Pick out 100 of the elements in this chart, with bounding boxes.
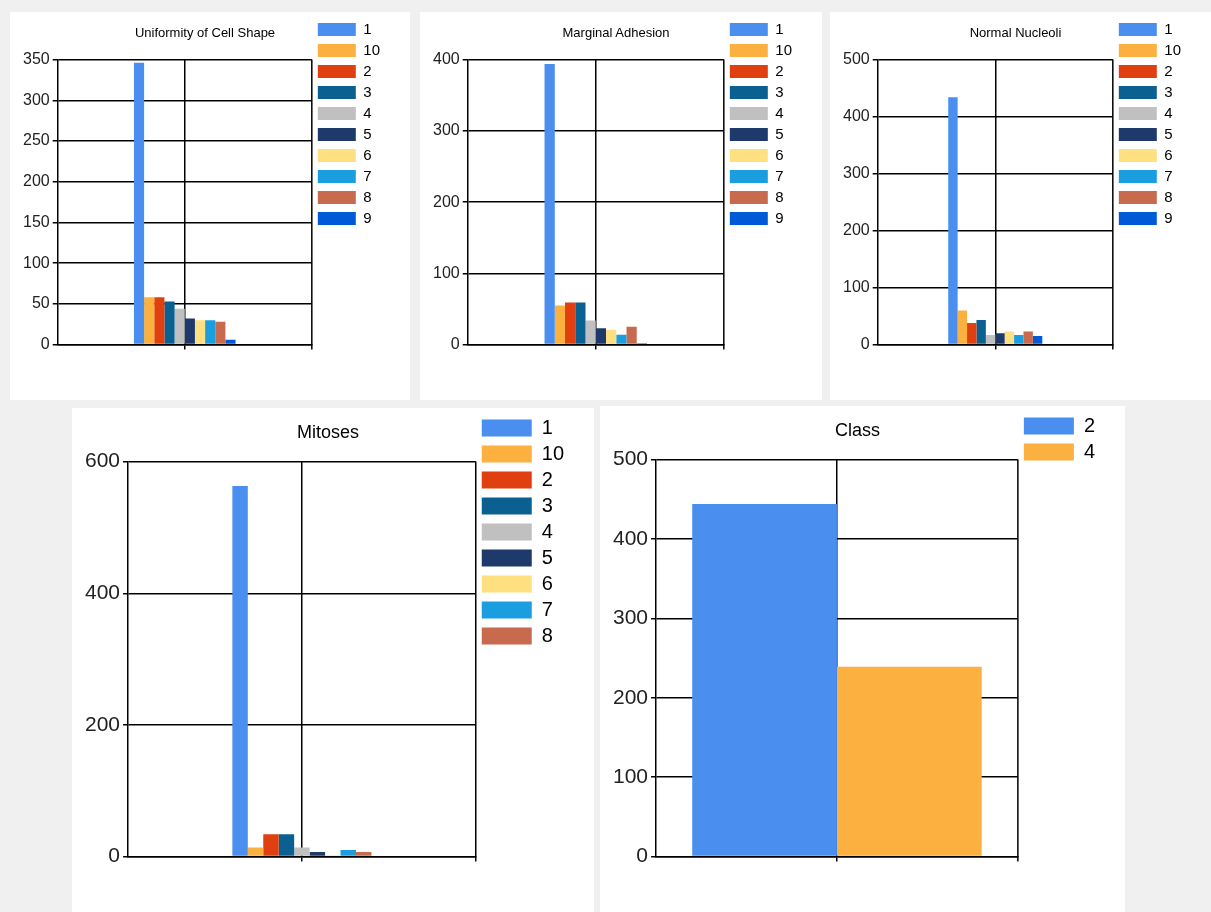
y-tick-label: 0 <box>860 335 870 353</box>
bar <box>144 297 155 344</box>
bar <box>205 320 216 344</box>
bar <box>355 851 372 856</box>
y-tick-label: 400 <box>432 50 460 68</box>
bar <box>340 850 356 856</box>
legend-label: 6 <box>1164 145 1173 163</box>
legend-label: 9 <box>1164 208 1173 226</box>
y-tick-label: 200 <box>22 172 50 190</box>
legend-label: 1 <box>1164 19 1173 37</box>
legend-label: 8 <box>363 187 372 205</box>
y-tick-label: 250 <box>22 131 50 149</box>
bar <box>174 308 185 344</box>
bar <box>995 333 1005 344</box>
y-tick-label: 500 <box>842 50 870 68</box>
bar <box>164 301 175 344</box>
legend-label: 5 <box>775 124 784 142</box>
legend-label: 4 <box>1083 439 1095 462</box>
bar <box>1004 331 1015 344</box>
legend-label: 1 <box>541 415 553 438</box>
legend-label: 9 <box>775 208 784 226</box>
bar <box>263 834 279 856</box>
y-tick-label: 200 <box>84 711 121 735</box>
legend-label: 6 <box>363 145 372 163</box>
y-tick-label: 300 <box>432 121 460 139</box>
bar <box>232 485 248 856</box>
bar <box>154 297 165 344</box>
legend-label: 3 <box>363 82 372 100</box>
bar <box>957 310 968 344</box>
y-tick-label: 500 <box>612 446 649 470</box>
bar <box>544 63 555 344</box>
bar <box>976 320 986 344</box>
bar <box>1032 336 1043 344</box>
legend-label: 7 <box>1164 166 1173 184</box>
bar <box>565 302 576 344</box>
legend-label: 8 <box>775 187 784 205</box>
y-tick-label: 400 <box>842 107 870 125</box>
bar <box>225 339 236 344</box>
legend-label: 1 <box>363 19 372 37</box>
legend-label: 7 <box>541 597 553 620</box>
y-tick-label: 400 <box>612 525 649 549</box>
legend-label: 3 <box>1164 82 1173 100</box>
legend-label: 4 <box>363 103 372 121</box>
legend-label: 5 <box>1164 124 1173 142</box>
legend-label: 2 <box>1083 413 1095 436</box>
legend-label: 8 <box>541 623 553 646</box>
legend-label: 6 <box>541 571 553 594</box>
legend-label: 10 <box>775 40 792 58</box>
bar <box>278 834 295 856</box>
legend-label: 2 <box>775 61 784 79</box>
bar <box>309 851 326 856</box>
y-tick-label: 0 <box>108 843 121 867</box>
y-tick-label: 100 <box>432 263 460 281</box>
chart-title: Normal Nucleoli <box>969 25 1062 41</box>
bar <box>294 847 310 856</box>
chart-title: Mitoses <box>296 421 360 442</box>
legend-label: 8 <box>1164 187 1173 205</box>
bar <box>194 320 206 344</box>
legend-label: 7 <box>363 166 372 184</box>
y-tick-label: 0 <box>450 335 460 353</box>
bar <box>985 334 996 344</box>
bar <box>948 97 958 344</box>
y-tick-label: 300 <box>842 164 870 182</box>
legend-label: 1 <box>775 19 784 37</box>
y-tick-label: 350 <box>22 50 50 68</box>
y-tick-label: 200 <box>842 221 870 239</box>
y-tick-label: 200 <box>432 192 460 210</box>
legend-label: 6 <box>775 145 784 163</box>
bar <box>606 329 617 344</box>
legend-label: 2 <box>1164 61 1173 79</box>
y-tick-label: 100 <box>612 764 649 787</box>
bar <box>184 318 195 344</box>
y-tick-label: 150 <box>22 212 50 230</box>
y-tick-label: 300 <box>612 605 649 629</box>
bar <box>575 302 586 344</box>
chart-title: Marginal Adhesion <box>562 25 670 41</box>
bar <box>1023 331 1033 344</box>
y-tick-label: 600 <box>84 448 121 472</box>
legend-label: 2 <box>363 61 372 79</box>
legend-label: 4 <box>775 103 784 121</box>
legend-label: 10 <box>1164 40 1181 58</box>
legend-label: 4 <box>1164 103 1173 121</box>
y-tick-label: 50 <box>31 294 50 312</box>
y-tick-label: 300 <box>22 90 50 108</box>
legend-label: 5 <box>363 124 372 142</box>
y-tick-label: 400 <box>84 580 121 604</box>
bar <box>215 321 226 344</box>
bar <box>133 62 145 344</box>
legend-label: 2 <box>541 467 553 490</box>
y-tick-label: 200 <box>612 684 649 708</box>
bar <box>1014 334 1024 344</box>
legend-label: 3 <box>775 82 784 100</box>
bar <box>595 328 606 344</box>
legend-label: 9 <box>363 208 372 226</box>
chart-title: Class <box>834 419 881 440</box>
legend-label: 5 <box>541 545 553 568</box>
legend-label: 10 <box>541 441 564 464</box>
bar <box>247 847 264 856</box>
bar <box>626 326 637 344</box>
y-tick-label: 100 <box>22 253 50 271</box>
